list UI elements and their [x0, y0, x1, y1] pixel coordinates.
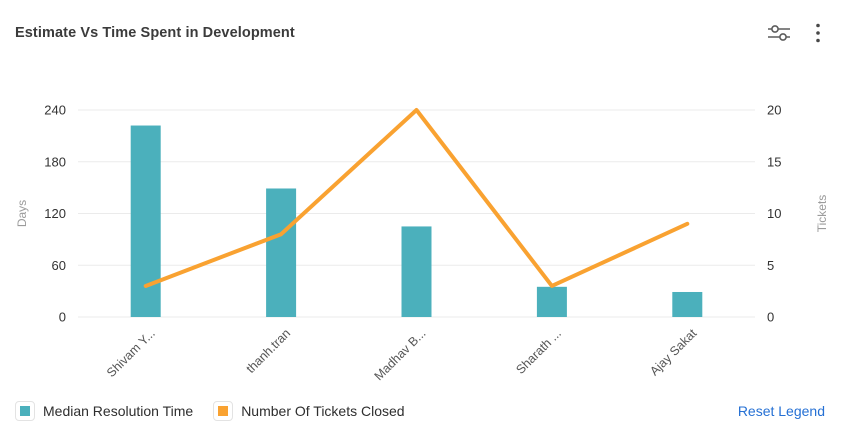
right-axis-tick-label: 20 — [767, 103, 781, 118]
x-axis-label: Sharath ... — [513, 326, 564, 377]
bar-Madhav B...[interactable] — [401, 226, 432, 317]
chart-settings-button[interactable] — [763, 19, 795, 47]
legend-label: Number Of Tickets Closed — [241, 403, 405, 419]
legend-item-median-resolution-time[interactable]: Median Resolution Time — [15, 401, 193, 421]
x-axis-label: Shivam Y... — [104, 326, 158, 380]
right-axis-tick-label: 0 — [767, 310, 774, 325]
left-axis-tick-label: 240 — [44, 103, 66, 118]
bar-Ajay Sakat[interactable] — [672, 291, 703, 317]
left-axis-tick-label: 120 — [44, 206, 66, 221]
x-axis-label: Ajay Sakat — [647, 326, 700, 379]
kebab-menu-icon — [816, 23, 820, 43]
combo-chart: 0 60 120 180 240 0 5 10 15 20 Days Tickets Shivam Y.… — [15, 103, 829, 384]
bar-Sharath ...[interactable] — [536, 286, 567, 317]
more-menu-button[interactable] — [811, 18, 825, 48]
right-axis-tick-label: 5 — [767, 258, 774, 273]
card-header: Estimate Vs Time Spent in Development — [0, 0, 841, 56]
left-axis-tick-label: 0 — [59, 310, 66, 325]
legend-swatch-orange — [213, 401, 234, 421]
legend-items: Median Resolution Time Number Of Tickets… — [15, 401, 405, 421]
bar-thanh.tran[interactable] — [266, 188, 297, 317]
header-icons — [763, 18, 825, 48]
page-title: Estimate Vs Time Spent in Development — [15, 25, 295, 41]
left-axis-tick-label: 180 — [44, 154, 66, 169]
left-axis-title: Days — [15, 200, 29, 227]
bar-Shivam Y...[interactable] — [130, 125, 161, 318]
right-axis-tick-label: 15 — [767, 154, 781, 169]
legend-swatch-teal — [15, 401, 35, 421]
legend-row: Median Resolution Time Number Of Tickets… — [15, 401, 825, 421]
reset-legend-link[interactable]: Reset Legend — [737, 403, 825, 419]
right-axis-title: Tickets — [815, 195, 829, 233]
legend-label: Median Resolution Time — [43, 403, 194, 419]
line-series-tickets-closed[interactable] — [143, 108, 690, 288]
sliders-icon — [768, 25, 790, 41]
legend-item-number-of-tickets-closed[interactable]: Number Of Tickets Closed — [213, 401, 405, 421]
left-axis-tick-label: 60 — [52, 258, 66, 273]
right-axis-tick-label: 10 — [767, 206, 781, 221]
x-axis-label: Madhav B... — [372, 326, 429, 383]
x-axis-label: thanh.tran — [244, 326, 294, 376]
